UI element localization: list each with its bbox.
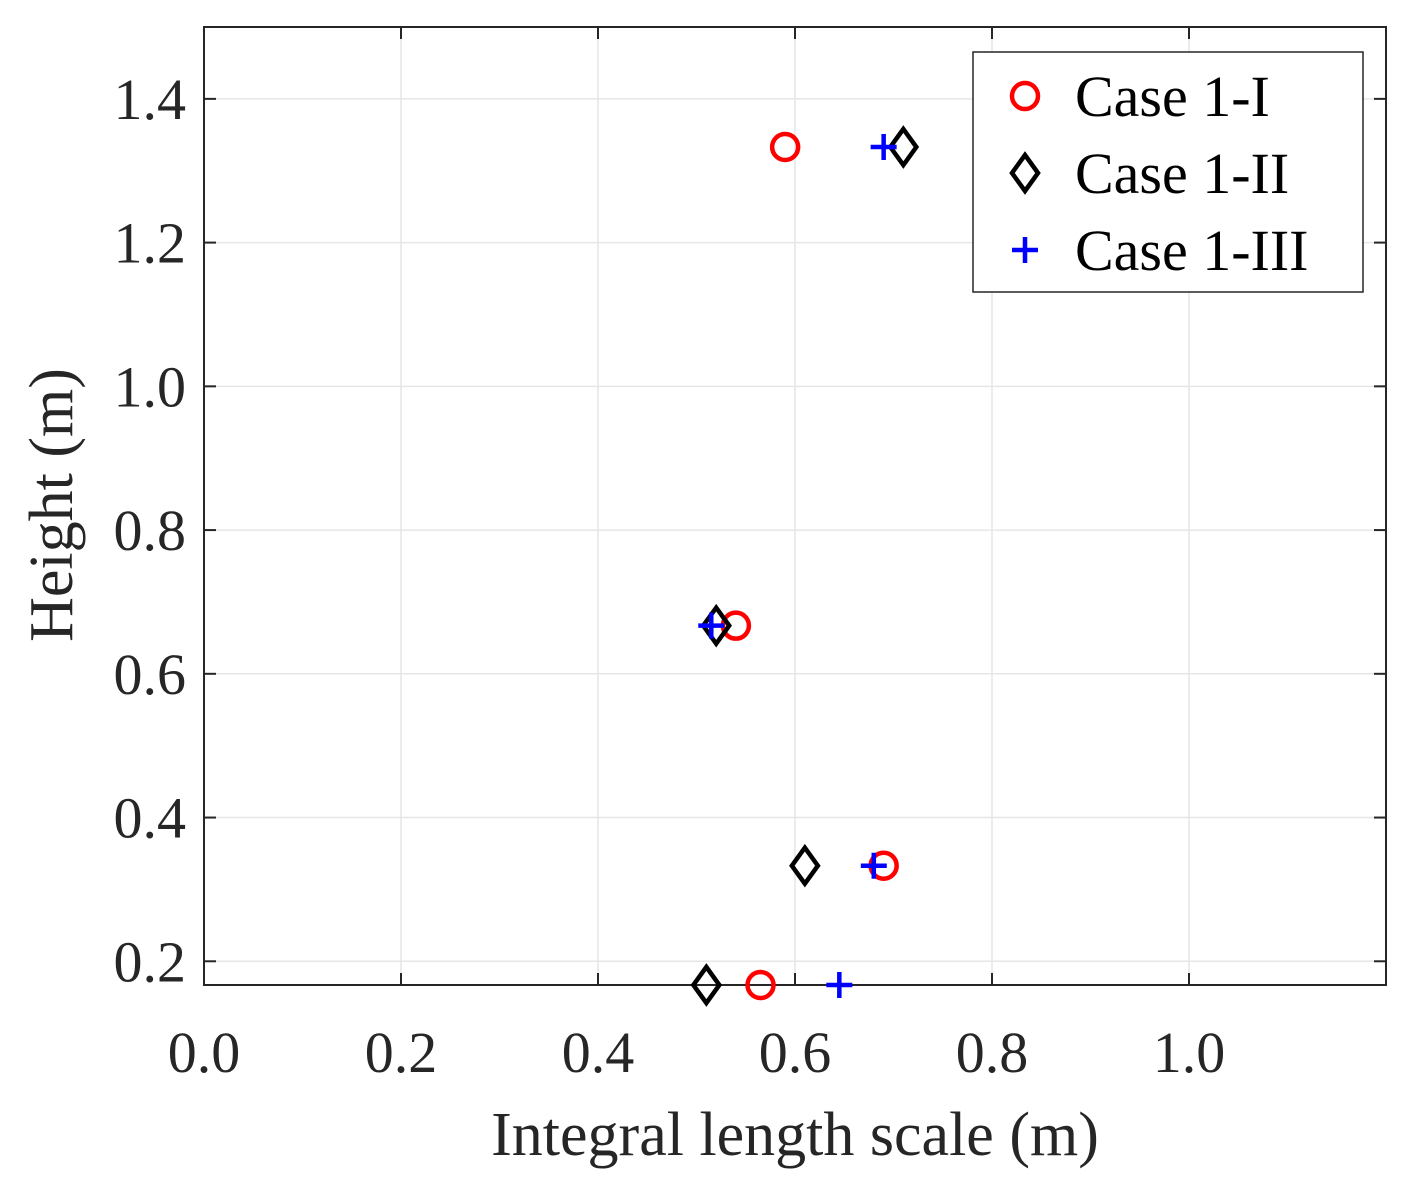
x-tick-label: 0.0 bbox=[168, 1020, 241, 1085]
legend-label-case-1-ii: Case 1-II bbox=[1075, 141, 1289, 206]
data-point-case-1-iii bbox=[698, 612, 725, 639]
data-point-case-1-i bbox=[745, 969, 776, 1001]
y-tick-labels: 0.2 0.4 0.6 0.8 1.0 1.2 1.4 bbox=[114, 67, 187, 994]
y-tick-label: 0.6 bbox=[114, 642, 187, 707]
y-tick-label: 0.4 bbox=[114, 786, 187, 851]
legend-marker-case-1-iii bbox=[1012, 237, 1038, 263]
data-point-case-1-iii bbox=[860, 852, 887, 879]
x-axis-label: Integral length scale (m) bbox=[491, 1101, 1099, 1169]
y-axis-label: Height (m) bbox=[18, 368, 86, 642]
data-point-case-1-i bbox=[769, 131, 801, 163]
data-point-case-1-ii bbox=[700, 603, 732, 648]
data-point-case-1-iii bbox=[826, 972, 853, 998]
legend-label-case-1-iii: Case 1-III bbox=[1075, 218, 1309, 283]
plot-frame bbox=[203, 26, 1387, 986]
data-point-case-1-ii bbox=[789, 843, 821, 888]
x-tick-labels: 0.0 0.2 0.4 0.6 0.8 1.0 bbox=[168, 1020, 1226, 1085]
x-tick-label: 0.8 bbox=[956, 1020, 1029, 1085]
legend: Case 1-I Case 1-II Case 1-III bbox=[972, 51, 1364, 293]
y-tick-label: 1.2 bbox=[114, 211, 187, 276]
legend-label-case-1-i: Case 1-I bbox=[1075, 64, 1270, 129]
y-tick-label: 0.2 bbox=[114, 929, 187, 994]
legend-items: Case 1-I Case 1-II Case 1-III bbox=[1009, 64, 1309, 283]
y-tick-label: 1.0 bbox=[114, 354, 187, 419]
legend-marker-case-1-ii bbox=[1009, 151, 1041, 195]
data-point-case-1-ii bbox=[690, 963, 723, 1007]
y-tick-label: 0.8 bbox=[114, 498, 187, 563]
x-tick-label: 0.2 bbox=[365, 1020, 438, 1085]
data-point-case-1-ii bbox=[887, 125, 920, 169]
y-tick-label: 1.4 bbox=[114, 67, 187, 132]
grid-lines bbox=[203, 27, 1386, 985]
x-tick-label: 0.6 bbox=[759, 1020, 832, 1085]
legend-marker-case-1-i bbox=[1009, 80, 1041, 112]
x-tick-label: 0.4 bbox=[562, 1020, 635, 1085]
x-tick-label: 1.0 bbox=[1153, 1020, 1226, 1085]
data-markers bbox=[690, 125, 920, 1007]
data-point-case-1-iii bbox=[870, 134, 897, 161]
